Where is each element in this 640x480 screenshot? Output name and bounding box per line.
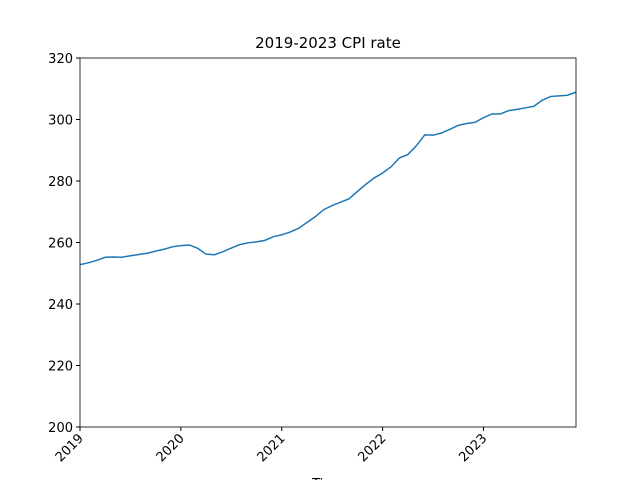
x-axis-label: Time (311, 477, 344, 480)
y-tick-label: 280 (48, 175, 73, 190)
y-tick-label: 320 (48, 52, 73, 67)
axes-frame (79, 57, 577, 428)
y-tick-label: 220 (48, 360, 73, 375)
line (79, 91, 577, 266)
y-tick-label: 200 (48, 421, 73, 436)
y-tick-label: 260 (48, 237, 73, 252)
y-tick-label: 240 (48, 298, 73, 313)
y-tick-label: 300 (48, 114, 73, 129)
chart-title: 2019-2023 CPI rate (255, 34, 401, 52)
